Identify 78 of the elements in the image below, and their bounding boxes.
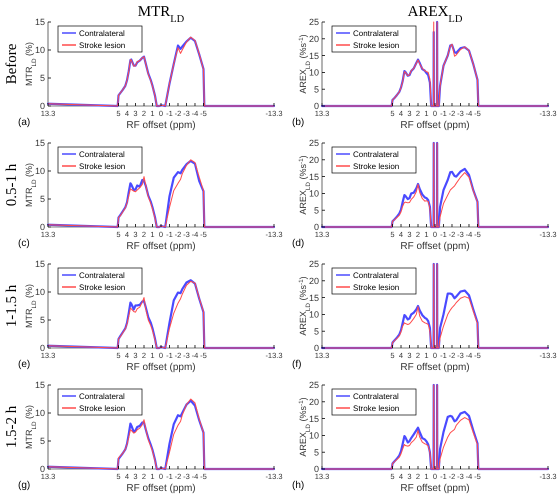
y-tick-label: 20 bbox=[308, 154, 319, 165]
y-tick-label: 0 bbox=[314, 222, 319, 232]
legend-label: Contralateral bbox=[79, 28, 126, 38]
y-tick-label: 25 bbox=[308, 259, 319, 270]
y-tick-label: 0 bbox=[314, 464, 319, 474]
y-tick-label: 25 bbox=[308, 380, 319, 390]
y-tick-label: 25 bbox=[308, 138, 319, 148]
text: (a) bbox=[18, 117, 30, 128]
text: (g) bbox=[18, 480, 30, 491]
chart-title: AREX$_{LD}$ bbox=[408, 4, 463, 24]
y-tick-label: 15 bbox=[34, 259, 45, 270]
legend-label: Stroke lesion bbox=[79, 404, 126, 413]
y-tick-label: 10 bbox=[308, 188, 319, 199]
y-tick-label: 5 bbox=[314, 84, 319, 94]
y-tick-label: 5 bbox=[314, 326, 319, 336]
y-tick-label: 10 bbox=[308, 310, 319, 320]
text: (c) bbox=[18, 238, 30, 249]
text: 0.5-1 h bbox=[4, 163, 20, 206]
legend-label: Contralateral bbox=[79, 392, 126, 401]
x-axis-title: RF offset (ppm) bbox=[126, 241, 196, 252]
x-axis-title: RF offset (ppm) bbox=[126, 483, 196, 494]
legend-label: Contralateral bbox=[79, 150, 126, 159]
legend-label: Contralateral bbox=[353, 150, 400, 159]
y-tick-label: 10 bbox=[34, 287, 45, 298]
legend-label: Stroke lesion bbox=[353, 282, 400, 292]
legend-label: Contralateral bbox=[353, 270, 400, 280]
y-tick-label: 10 bbox=[34, 166, 45, 176]
x-axis-title: RF offset (ppm) bbox=[400, 362, 470, 373]
text: (f) bbox=[292, 359, 302, 370]
legend-label: Stroke lesion bbox=[79, 40, 126, 50]
y-tick-label: 0 bbox=[40, 343, 45, 354]
x-axis-title: RF offset (ppm) bbox=[400, 241, 470, 252]
x-axis-title: RF offset (ppm) bbox=[126, 120, 196, 131]
y-tick-label: 20 bbox=[308, 34, 319, 44]
y-tick-label: 15 bbox=[308, 50, 319, 61]
y-tick-label: 15 bbox=[34, 138, 45, 148]
text: 1-1.5 h bbox=[4, 284, 20, 328]
y-tick-label: 20 bbox=[308, 396, 319, 407]
y-tick-label: 5 bbox=[40, 315, 45, 326]
y-tick-label: 5 bbox=[40, 73, 45, 84]
text: (h) bbox=[292, 480, 304, 491]
text: Before bbox=[4, 43, 20, 84]
legend-label: Contralateral bbox=[79, 270, 126, 280]
chart-title: MTR$_{LD}$ bbox=[138, 4, 185, 24]
y-tick-label: 10 bbox=[34, 45, 45, 56]
x-axis-title: RF offset (ppm) bbox=[400, 483, 470, 494]
y-tick-label: 0 bbox=[314, 101, 319, 112]
y-tick-label: 5 bbox=[40, 194, 45, 204]
y-tick-label: 10 bbox=[34, 408, 45, 418]
x-axis-title: RF offset (ppm) bbox=[126, 362, 196, 373]
legend-label: Contralateral bbox=[353, 392, 400, 401]
y-tick-label: 0 bbox=[40, 101, 45, 112]
y-tick-label: 0 bbox=[40, 464, 45, 474]
y-tick-label: 15 bbox=[308, 292, 319, 303]
y-tick-label: 0 bbox=[40, 222, 45, 232]
text: (b) bbox=[292, 117, 304, 128]
y-tick-label: 25 bbox=[308, 17, 319, 28]
legend-label: Stroke lesion bbox=[79, 162, 126, 171]
legend-label: Stroke lesion bbox=[353, 162, 400, 171]
y-tick-label: 5 bbox=[314, 205, 319, 216]
y-tick-label: 15 bbox=[308, 172, 319, 182]
legend-label: Stroke lesion bbox=[353, 40, 400, 50]
y-tick-label: 5 bbox=[40, 436, 45, 446]
y-tick-label: 20 bbox=[308, 276, 319, 286]
y-tick-label: 10 bbox=[308, 430, 319, 441]
x-axis-title: RF offset (ppm) bbox=[400, 120, 470, 131]
y-tick-label: 15 bbox=[34, 380, 45, 390]
legend-label: Stroke lesion bbox=[79, 282, 126, 292]
y-tick-label: 15 bbox=[308, 414, 319, 424]
text: (d) bbox=[292, 238, 304, 249]
y-tick-label: 0 bbox=[314, 343, 319, 354]
y-tick-label: 10 bbox=[308, 68, 319, 78]
text: 1.5-2 h bbox=[4, 405, 20, 448]
legend-label: Contralateral bbox=[353, 28, 400, 38]
y-tick-label: 5 bbox=[314, 447, 319, 458]
text: (e) bbox=[18, 359, 30, 370]
y-tick-label: 15 bbox=[34, 17, 45, 28]
legend-label: Stroke lesion bbox=[353, 404, 400, 413]
